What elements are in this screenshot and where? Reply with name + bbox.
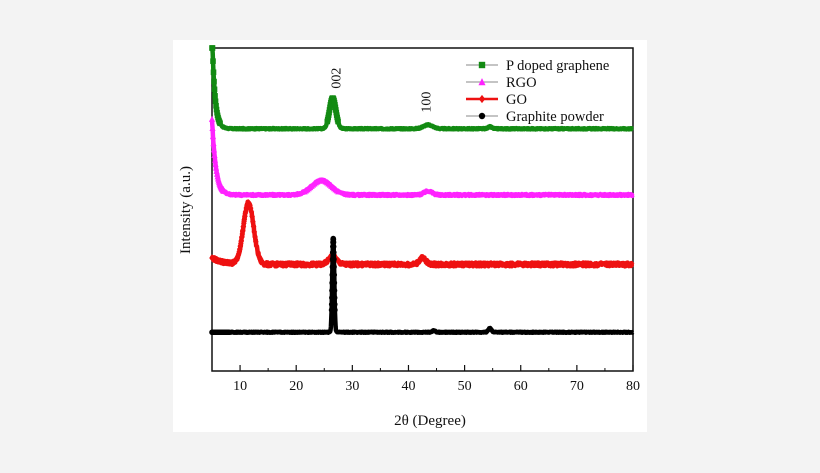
legend-marker (478, 112, 486, 120)
data-marker (213, 167, 220, 174)
data-marker (331, 264, 337, 270)
data-marker (331, 249, 337, 256)
legend-item: Graphite powder (466, 109, 604, 125)
series-line (210, 236, 635, 335)
legend-item: RGO (466, 75, 537, 91)
data-marker (249, 212, 255, 221)
data-marker (210, 139, 217, 147)
data-marker (252, 238, 259, 246)
data-marker (250, 223, 257, 231)
series-p-doped-graphene (209, 45, 635, 132)
legend-label: Graphite powder (506, 109, 604, 125)
data-marker (243, 204, 250, 212)
x-axis: 10 20 30 40 50 60 70 80 (211, 365, 640, 394)
series-line (210, 45, 635, 132)
data-marker (220, 187, 227, 194)
data-marker (238, 237, 244, 245)
data-marker (330, 243, 337, 250)
plot-frame (211, 47, 634, 372)
figure-panel (173, 40, 647, 432)
data-marker (241, 217, 247, 225)
peak-label: 100 (419, 92, 434, 113)
data-marker (253, 242, 260, 250)
data-marker (211, 156, 219, 163)
x-axis-title: 2θ (Degree) (394, 413, 466, 429)
x-tick-label: 80 (626, 379, 640, 394)
data-marker (209, 45, 216, 51)
legend-item: GO (466, 92, 527, 108)
data-marker (213, 102, 219, 109)
legend-item: P doped graphene (466, 58, 609, 74)
data-marker (208, 115, 216, 122)
data-marker (335, 188, 342, 195)
x-tick-label: 60 (514, 379, 528, 394)
legend-label: GO (506, 92, 527, 108)
data-marker (211, 78, 217, 85)
data-marker (248, 208, 255, 216)
x-tick-label: 50 (458, 379, 472, 394)
data-marker (239, 233, 245, 241)
data-marker (209, 124, 216, 132)
data-marker (251, 228, 258, 236)
data-marker (239, 227, 246, 236)
data-marker (331, 287, 338, 294)
x-tick-label: 20 (289, 379, 303, 394)
data-marker (212, 160, 219, 167)
data-marker (242, 212, 248, 220)
data-marker (211, 86, 218, 93)
data-marker (247, 204, 254, 212)
series-line (209, 119, 635, 199)
data-marker (331, 294, 338, 301)
data-marker (252, 233, 258, 241)
data-marker (331, 272, 338, 278)
data-marker (217, 120, 223, 127)
data-marker (332, 307, 338, 313)
data-marker (210, 146, 218, 153)
data-marker (240, 222, 247, 231)
data-marker (331, 256, 337, 263)
data-marker (250, 217, 256, 226)
data-marker (213, 106, 220, 113)
data-marker (237, 241, 244, 250)
series-layer (208, 45, 635, 336)
y-axis-title: Intensity (a.u.) (178, 166, 194, 254)
data-marker (242, 208, 249, 216)
data-marker (330, 239, 337, 246)
x-tick-label: 40 (401, 379, 415, 394)
data-marker (212, 164, 220, 171)
data-marker (210, 58, 216, 64)
data-marker (331, 280, 338, 286)
peak-label: 002 (329, 68, 344, 89)
series-graphite-powder (209, 235, 635, 336)
data-marker (335, 118, 341, 125)
legend-marker (478, 78, 486, 86)
annotations: 002 100 (329, 68, 434, 113)
legend-label: P doped graphene (506, 58, 609, 74)
x-tick-label: 70 (570, 379, 584, 394)
data-marker (225, 329, 232, 336)
data-marker (209, 132, 217, 140)
data-marker (331, 301, 338, 308)
legend-marker (478, 94, 486, 104)
series-line (209, 199, 635, 269)
series-go (209, 199, 635, 269)
legend-marker (478, 61, 486, 69)
legend-label: RGO (506, 75, 537, 91)
x-tick-label: 30 (345, 379, 359, 394)
series-rgo (208, 115, 635, 199)
data-marker (211, 151, 218, 158)
data-marker (212, 93, 218, 99)
data-marker (212, 98, 219, 105)
x-tick-label: 10 (233, 379, 247, 394)
data-marker (210, 69, 217, 76)
